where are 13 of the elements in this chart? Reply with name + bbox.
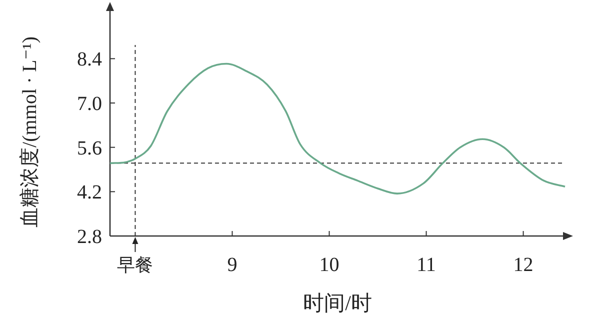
x-tick-label: 9 xyxy=(227,254,238,276)
x-tick-label: 10 xyxy=(319,254,340,276)
y-tick-label: 5.6 xyxy=(77,137,102,160)
line-series xyxy=(109,62,566,194)
x-tick-label: 11 xyxy=(416,254,436,276)
y-tick-label: 7.0 xyxy=(77,93,102,115)
y-tick-label: 8.4 xyxy=(77,48,102,71)
x-tick-label: 早餐 xyxy=(117,255,154,275)
x-axis-title: 时间/时 xyxy=(303,291,372,315)
y-axis-title: 血糖浓度/(mmol · L⁻¹) xyxy=(19,36,41,228)
y-tick-label: 2.8 xyxy=(77,226,102,248)
x-tick-label: 12 xyxy=(513,254,534,276)
y-tick-label: 4.2 xyxy=(77,182,102,204)
